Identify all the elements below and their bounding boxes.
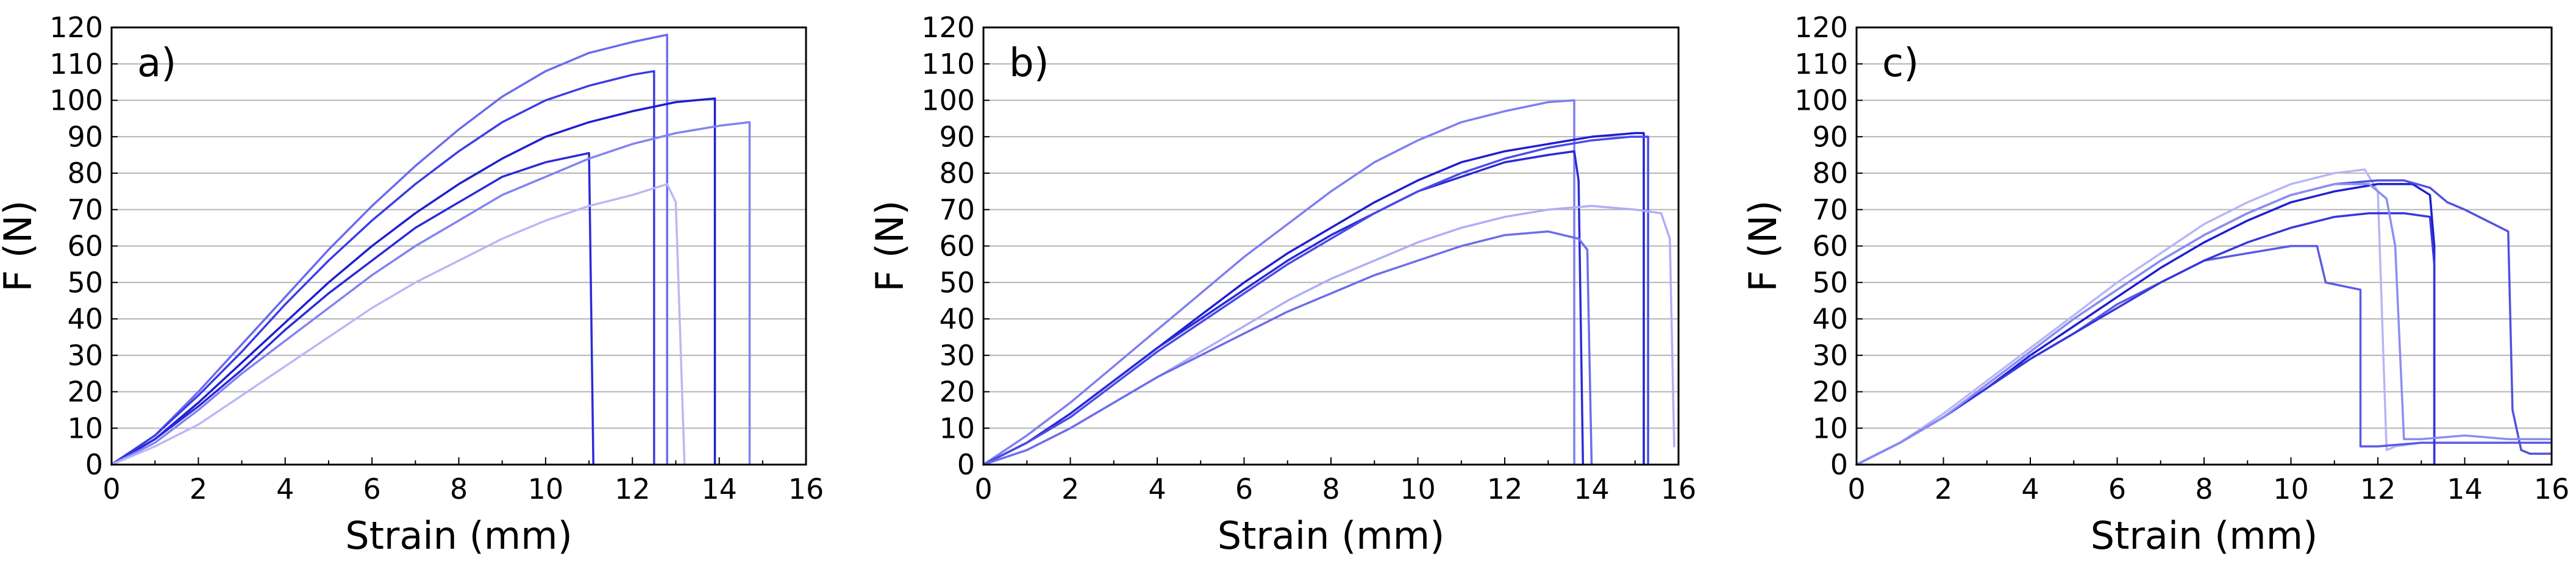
series-line-3: [982, 150, 1585, 466]
y-tick-label: 70: [67, 193, 103, 226]
series-line-5: [110, 121, 751, 466]
y-tick-label: 20: [939, 376, 975, 409]
x-tick-label: 12: [1487, 473, 1523, 505]
y-tick-label: 40: [1812, 302, 1848, 335]
x-tick-label: 8: [2195, 473, 2213, 505]
y-tick-label: 120: [49, 11, 103, 44]
y-tick-label: 100: [1794, 84, 1848, 117]
y-tick-label: 10: [1812, 412, 1848, 444]
x-tick-label: 0: [102, 473, 120, 505]
y-tick-label: 100: [921, 84, 975, 117]
y-tick-label: 50: [939, 266, 975, 299]
y-tick-label: 90: [67, 120, 103, 153]
y-tick-label: 0: [957, 448, 975, 481]
y-axis-title: F (N): [1741, 200, 1785, 291]
x-tick-label: 8: [450, 473, 468, 505]
y-tick-label: 20: [67, 376, 103, 409]
x-tick-label: 16: [788, 473, 824, 505]
x-tick-label: 12: [2360, 473, 2396, 505]
panel-label: a): [137, 41, 176, 86]
y-tick-label: 50: [1812, 266, 1848, 299]
x-tick-label: 10: [528, 473, 564, 505]
x-tick-label: 10: [2273, 473, 2309, 505]
y-tick-label: 0: [1830, 448, 1848, 481]
x-tick-label: 14: [701, 473, 737, 505]
y-tick-label: 40: [939, 302, 975, 335]
x-tick-label: 6: [363, 473, 380, 505]
x-tick-label: 10: [1400, 473, 1436, 505]
y-tick-label: 60: [1812, 230, 1848, 263]
plot-frame: [982, 26, 1680, 466]
x-tick-label: 2: [190, 473, 207, 505]
y-tick-label: 80: [67, 157, 103, 190]
x-tick-label: 12: [615, 473, 651, 505]
y-tick-label: 20: [1812, 376, 1848, 409]
y-tick-label: 70: [939, 193, 975, 226]
x-tick-label: 16: [1661, 473, 1697, 505]
y-tick-label: 110: [921, 48, 975, 80]
y-axis-title: F (N): [0, 200, 40, 291]
x-axis-title: Strain (mm): [1218, 513, 1445, 558]
series-line-4: [1855, 212, 2436, 466]
plot-frame: [1855, 26, 2553, 466]
y-tick-label: 10: [939, 412, 975, 444]
series-line-4: [982, 135, 1649, 466]
x-tick-label: 4: [276, 473, 294, 505]
x-tick-label: 2: [1935, 473, 1952, 505]
series-line-6: [982, 230, 1593, 466]
y-tick-label: 60: [67, 230, 103, 263]
y-axis-title: F (N): [868, 200, 912, 291]
x-tick-label: 2: [1061, 473, 1079, 505]
y-tick-label: 50: [67, 266, 103, 299]
x-tick-label: 6: [1235, 473, 1253, 505]
x-tick-label: 14: [2447, 473, 2483, 505]
series-line-3: [110, 97, 716, 466]
y-tick-label: 30: [1812, 339, 1848, 372]
y-tick-label: 90: [1812, 120, 1848, 153]
y-tick-label: 80: [939, 157, 975, 190]
series-line-1: [982, 99, 1575, 466]
y-tick-label: 10: [67, 412, 103, 444]
y-tick-label: 120: [921, 11, 975, 44]
plot-frame: [110, 26, 807, 466]
y-tick-label: 110: [1794, 48, 1848, 80]
x-tick-label: 0: [1847, 473, 1865, 505]
x-axis-title: Strain (mm): [2091, 513, 2318, 558]
panel-label: b): [1009, 41, 1049, 86]
x-tick-label: 14: [1574, 473, 1610, 505]
y-tick-label: 120: [1794, 11, 1848, 44]
x-tick-label: 8: [1322, 473, 1340, 505]
y-tick-label: 60: [939, 230, 975, 263]
series-line-4: [110, 152, 594, 466]
x-axis-title: Strain (mm): [345, 513, 573, 558]
y-tick-label: 70: [1812, 193, 1848, 226]
y-tick-label: 80: [1812, 157, 1848, 190]
x-tick-label: 6: [2108, 473, 2126, 505]
series-line-2: [110, 70, 655, 466]
x-tick-label: 0: [974, 473, 992, 505]
y-tick-label: 30: [939, 339, 975, 372]
y-tick-label: 100: [49, 84, 103, 117]
y-tick-label: 0: [85, 448, 103, 481]
series-line-6: [1855, 183, 2553, 466]
y-tick-label: 90: [939, 120, 975, 153]
y-tick-label: 30: [67, 339, 103, 372]
x-tick-label: 4: [1148, 473, 1166, 505]
y-tick-label: 110: [49, 48, 103, 80]
series-line-1: [110, 34, 668, 466]
y-tick-label: 40: [67, 302, 103, 335]
x-tick-label: 4: [2021, 473, 2039, 505]
panel-label: c): [1882, 41, 1919, 86]
series-line-6: [110, 183, 686, 466]
x-tick-label: 16: [2534, 473, 2570, 505]
